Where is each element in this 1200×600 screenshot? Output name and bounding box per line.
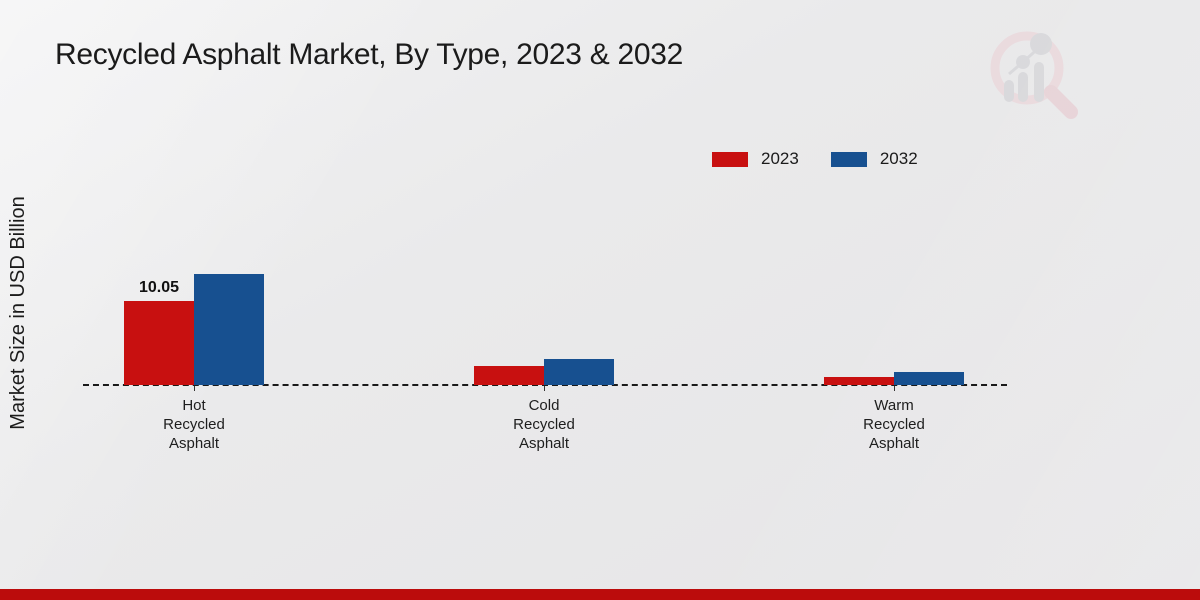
legend-label: 2032 [879,149,918,168]
bar-2023-category-2 [824,377,894,385]
legend-swatch-icon [830,151,867,167]
legend-label: 2023 [761,149,799,168]
bar-2032-category-1 [544,359,614,385]
chart-title: Recycled Asphalt Market, By Type, 2023 &… [55,38,683,71]
legend-item-2023: 2023 [712,149,799,169]
x-axis-baseline [83,384,1007,386]
bottom-red-strip [0,589,1200,600]
x-axis-category-label: Warm Recycled Asphalt [863,397,925,452]
legend-item-2032: 2032 [830,149,918,169]
x-axis-tick [194,386,195,391]
bar-2032-category-0 [194,274,264,385]
market-research-future-logo-icon [990,31,1078,119]
legend-swatch-icon [712,151,748,167]
y-axis-label: Market Size in USD Billion [7,196,29,430]
x-axis-category-label: Hot Recycled Asphalt [163,397,225,452]
x-axis-category-label: Cold Recycled Asphalt [513,397,575,452]
bar-value-label: 10.05 [138,279,180,296]
x-axis-tick [544,386,545,391]
bar-2032-category-2 [894,372,964,385]
bar-2023-category-1 [474,366,544,385]
bar-2023-category-0 [124,301,194,385]
legend: 2023 2032 [712,149,918,169]
x-axis-tick [894,386,895,391]
